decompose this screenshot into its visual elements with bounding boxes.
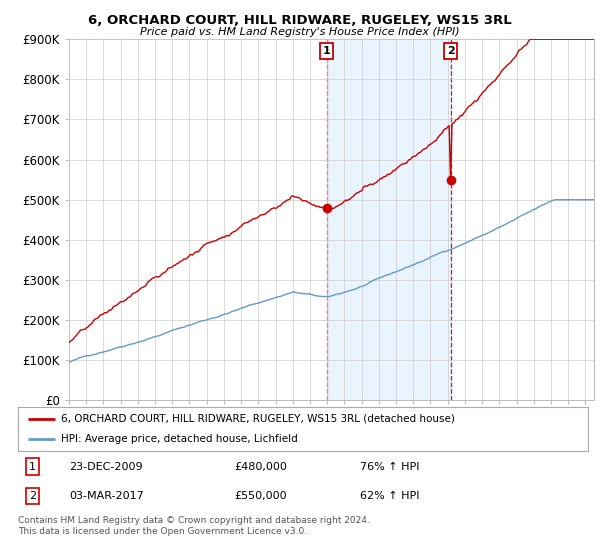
Text: 03-MAR-2017: 03-MAR-2017 (70, 491, 144, 501)
Text: Contains HM Land Registry data © Crown copyright and database right 2024.
This d: Contains HM Land Registry data © Crown c… (18, 516, 370, 536)
Text: 76% ↑ HPI: 76% ↑ HPI (360, 461, 419, 472)
Bar (326, 39, 451, 400)
Text: 6, ORCHARD COURT, HILL RIDWARE, RUGELEY, WS15 3RL (detached house): 6, ORCHARD COURT, HILL RIDWARE, RUGELEY,… (61, 414, 455, 424)
Text: HPI: Average price, detached house, Lichfield: HPI: Average price, detached house, Lich… (61, 434, 298, 444)
Text: Price paid vs. HM Land Registry's House Price Index (HPI): Price paid vs. HM Land Registry's House … (140, 27, 460, 37)
Text: £550,000: £550,000 (235, 491, 287, 501)
Text: £480,000: £480,000 (235, 461, 287, 472)
Text: 2: 2 (447, 46, 454, 56)
Text: 23-DEC-2009: 23-DEC-2009 (70, 461, 143, 472)
Text: 6, ORCHARD COURT, HILL RIDWARE, RUGELEY, WS15 3RL: 6, ORCHARD COURT, HILL RIDWARE, RUGELEY,… (88, 14, 512, 27)
Text: 1: 1 (323, 46, 331, 56)
Text: 62% ↑ HPI: 62% ↑ HPI (360, 491, 419, 501)
Text: 1: 1 (29, 461, 36, 472)
Text: 2: 2 (29, 491, 36, 501)
